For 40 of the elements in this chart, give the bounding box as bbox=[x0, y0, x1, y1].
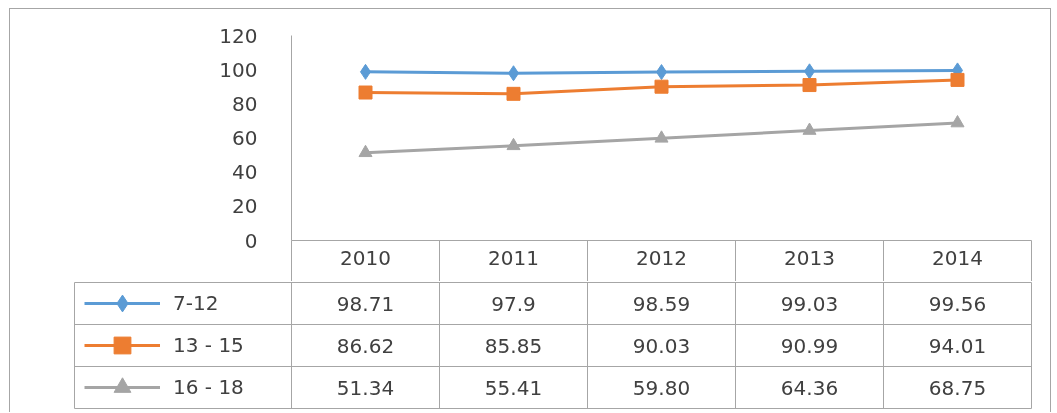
data-label: 98.71 bbox=[336, 291, 395, 316]
point bbox=[358, 85, 373, 100]
legend-label: 16 - 18 bbox=[173, 374, 244, 401]
y-tick-label: 60 bbox=[232, 126, 258, 150]
data-label: 99.03 bbox=[780, 291, 839, 316]
data-label: 64.36 bbox=[780, 375, 839, 400]
y-tick-label: 20 bbox=[232, 194, 258, 219]
point bbox=[358, 144, 373, 158]
x-tick-label: 2014 bbox=[932, 245, 983, 270]
data-label: 90.99 bbox=[780, 333, 839, 358]
x-tick-label: 2010 bbox=[340, 245, 391, 270]
x-tick-label: 2012 bbox=[636, 245, 687, 270]
data-label: 99.56 bbox=[928, 291, 987, 316]
point bbox=[506, 137, 521, 151]
data-label: 90.03 bbox=[632, 333, 691, 358]
y-tick-label: 100 bbox=[219, 57, 258, 82]
x-tick-label: 2013 bbox=[784, 245, 835, 270]
data-label: 68.75 bbox=[928, 375, 987, 400]
data-label: 98.59 bbox=[632, 291, 691, 316]
data-label: 85.85 bbox=[484, 333, 543, 358]
point bbox=[506, 86, 521, 101]
legend-label: 7-12 bbox=[173, 290, 219, 317]
point bbox=[950, 115, 965, 128]
data-label: 97.9 bbox=[491, 291, 536, 316]
y-tick-label: 0 bbox=[244, 228, 258, 253]
point bbox=[654, 79, 669, 94]
y-tick-label: 120 bbox=[219, 23, 258, 48]
data-label: 94.01 bbox=[928, 333, 987, 358]
y-tick-label: 80 bbox=[232, 91, 258, 116]
data-label: 59.80 bbox=[632, 375, 691, 400]
y-tick-label: 40 bbox=[232, 160, 258, 185]
data-label: 86.62 bbox=[336, 333, 395, 358]
point bbox=[802, 78, 817, 93]
legend-label: 13 - 15 bbox=[173, 332, 244, 359]
point bbox=[802, 122, 817, 135]
point bbox=[950, 72, 965, 87]
x-tick-label: 2011 bbox=[488, 245, 539, 270]
data-label: 51.34 bbox=[336, 375, 395, 400]
point bbox=[654, 130, 669, 143]
data-label: 55.41 bbox=[484, 375, 543, 400]
